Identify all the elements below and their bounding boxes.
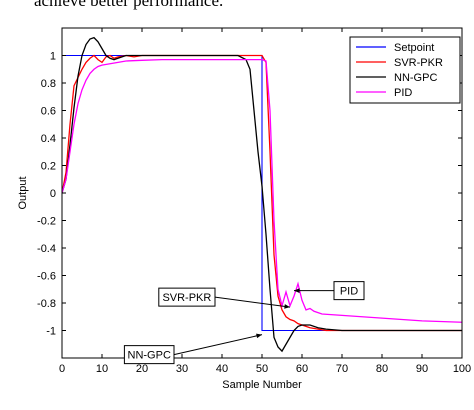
y-tick-label: -0.6 [37, 271, 56, 283]
y-tick-label: 0.6 [41, 106, 56, 118]
legend-label-svr-pkr: SVR-PKR [394, 57, 443, 69]
x-tick-label: 10 [96, 363, 108, 375]
axis-ticks: 0 10 20 30 40 50 60 70 80 90 100-1-0.8-0.6-0.4-0.2… [37, 28, 471, 375]
x-tick-label: 20 [136, 363, 148, 375]
annotation-label-nn-gpc: NN-GPC [128, 350, 171, 362]
annotation-label-svr-pkr: SVR-PKR [162, 292, 211, 304]
y-tick-label: -0.8 [37, 298, 56, 310]
y-tick-label: -0.2 [37, 216, 56, 228]
y-tick-label: -0.4 [37, 243, 56, 255]
legend-label-pid: PID [394, 87, 412, 99]
x-tick-label: 0 [59, 363, 65, 375]
y-tick-label: 1 [50, 51, 56, 63]
annotation-arrow-nn-gpc [173, 334, 263, 356]
header-text: achieve better performance. [34, 0, 224, 10]
x-tick-label: 90 [416, 363, 428, 375]
legend-label-setpoint: Setpoint [394, 42, 434, 54]
annotation-arrowhead-nn-gpc [256, 333, 262, 339]
x-tick-label: 30 [176, 363, 188, 375]
x-tick-label: 40 [216, 363, 228, 375]
legend-label-nn-gpc: NN-GPC [394, 72, 437, 84]
annotation-arrowhead-svr-pkr [284, 304, 290, 309]
annotations: PID SVR-PKR NN-GPC [123, 281, 365, 365]
x-tick-label: 80 [376, 363, 388, 375]
y-axis-label: Output [17, 176, 29, 209]
series-line-pid [62, 58, 462, 323]
series-lines [62, 36, 462, 353]
y-tick-label: -1 [46, 326, 56, 338]
x-tick-label: 70 [336, 363, 348, 375]
series-line-nn-gpc [62, 36, 462, 353]
y-tick-label: 0.8 [41, 78, 56, 90]
y-tick-label: 0 [50, 188, 56, 200]
annotation-arrowhead-pid [294, 288, 300, 293]
x-tick-label: 60 [296, 363, 308, 375]
annotation-arrow-svr-pkr [214, 296, 291, 308]
x-tick-label: 50 [256, 363, 268, 375]
legend: Setpoint SVR-PKR NN-GPC PID [349, 36, 461, 104]
annotation-label-pid: PID [340, 286, 358, 298]
y-tick-label: 0.2 [41, 161, 56, 173]
x-tick-label: 100 [453, 363, 471, 375]
y-tick-label: 0.4 [41, 133, 56, 145]
x-axis-label: Sample Number [222, 379, 302, 391]
